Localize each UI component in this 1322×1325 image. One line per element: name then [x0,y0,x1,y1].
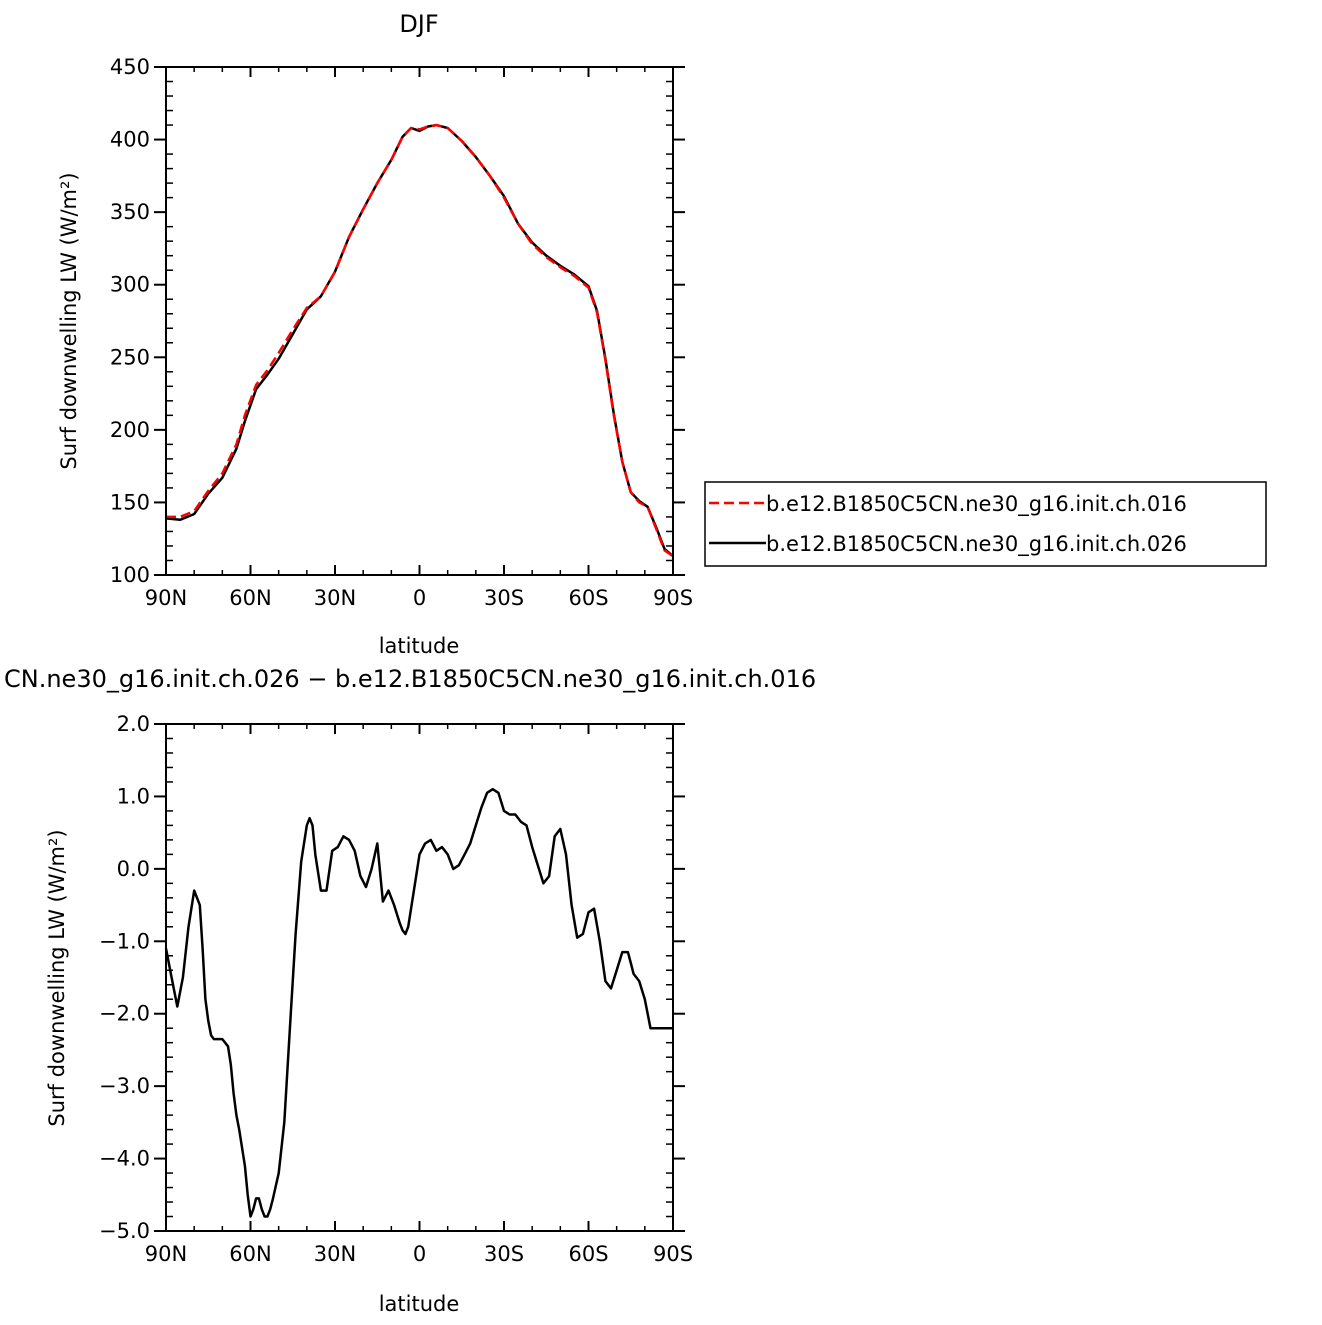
x-tick-label: 30S [484,586,524,610]
y-tick-label: 150 [110,490,150,514]
legend-label-016: b.e12.B1850C5CN.ne30_g16.init.ch.016 [766,492,1187,517]
y-tick-label: 2.0 [117,712,150,736]
x-tick-label: 0 [413,1242,426,1266]
bottom-chart-series [164,787,673,1218]
legend: b.e12.B1850C5CN.ne30_g16.init.ch.016 b.e… [704,481,1267,567]
x-tick-label: 0 [413,586,426,610]
y-tick-label: 400 [110,128,150,152]
x-tick-label: 30N [314,1242,356,1266]
x-tick-label: 60S [568,586,608,610]
x-tick-label: 60S [568,1242,608,1266]
x-tick-label: 90N [145,1242,187,1266]
x-tick-label: 90S [653,1242,693,1266]
y-tick-label: −2.0 [99,1002,150,1026]
legend-box [704,481,1267,567]
top-chart-ylabel: Surf downwelling LW (W/m²) [57,172,81,469]
top-chart-panel: DJF 90N 60N 30N 0 30S 60S 90S 100 150 200 250 300 35… [57,10,693,658]
y-tick-label: 100 [110,563,150,587]
bottom-chart-frame [165,723,674,1232]
bottom-chart-title: CN.ne30_g16.init.ch.026 − b.e12.B1850C5C… [4,665,816,693]
y-tick-label: 0.0 [117,857,150,881]
y-tick-label: −3.0 [99,1074,150,1098]
x-tick-label: 60N [229,1242,271,1266]
x-tick-label: 30N [314,586,356,610]
top-chart-series [165,123,674,558]
y-tick-label: −5.0 [99,1219,150,1243]
top-chart-grid: 90N 60N 30N 0 30S 60S 90S 100 150 200 250 300 350 400… [110,55,693,610]
legend-label-026: b.e12.B1850C5CN.ne30_g16.init.ch.026 [766,532,1187,557]
series-line-0-0 [166,123,674,558]
series-line-0-1 [165,123,674,558]
bottom-chart-panel: CN.ne30_g16.init.ch.026 − b.e12.B1850C5C… [4,665,816,1316]
bottom-chart-xlabel: latitude [379,1292,460,1316]
bottom-chart-ylabel: Surf downwelling LW (W/m²) [45,829,69,1126]
y-tick-label: 450 [110,55,150,79]
x-tick-label: 60N [229,586,271,610]
top-chart-frame [165,66,674,576]
y-tick-label: 1.0 [117,784,150,808]
y-tick-label: −4.0 [99,1147,150,1171]
top-chart-xlabel: latitude [379,634,460,658]
x-tick-label: 30S [484,1242,524,1266]
y-tick-label: 250 [110,345,150,369]
y-tick-label: 200 [110,418,150,442]
x-tick-label: 90S [653,586,693,610]
y-tick-label: 350 [110,200,150,224]
top-chart-title: DJF [399,10,438,38]
y-tick-label: −1.0 [99,929,150,953]
x-tick-label: 90N [145,586,187,610]
bottom-chart-grid: 90N 60N 30N 0 30S 60S 90S −5.0 −4.0 −3.0 −2.0 −1.0 0… [99,712,693,1266]
series-line-1-0 [164,787,673,1218]
y-tick-label: 300 [110,273,150,297]
